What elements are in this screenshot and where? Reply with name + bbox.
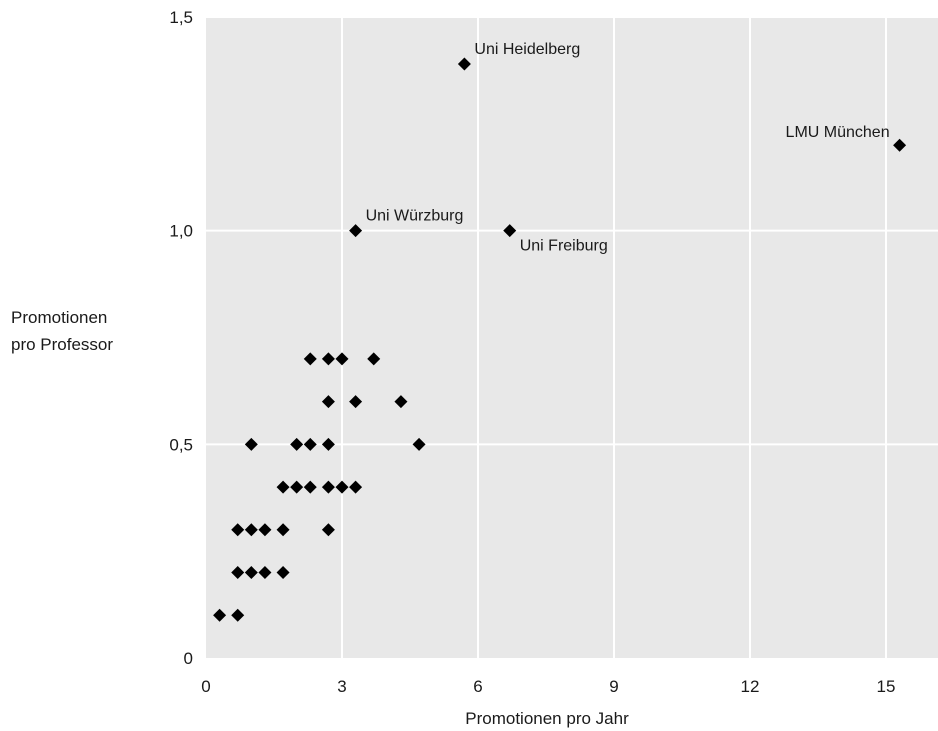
y-axis-title-line-1: Promotionen [11,308,107,327]
y-tick-label: 0,5 [169,435,193,454]
data-point [394,395,408,409]
data-point [893,138,907,152]
data-point [367,352,381,366]
data-point [258,523,272,537]
data-point [231,566,245,580]
data-point [303,480,317,494]
y-tick-label: 0 [184,649,193,668]
y-tick-label: 1,5 [169,8,193,27]
x-tick-label: 0 [201,677,210,696]
data-point [321,352,335,366]
data-point [321,480,335,494]
plot-background [206,17,938,658]
x-tick-label: 9 [609,677,618,696]
data-point [349,224,363,238]
data-point [290,437,304,451]
data-point [335,480,349,494]
data-point [303,352,317,366]
data-point [349,480,363,494]
data-points [213,57,907,622]
data-point [303,437,317,451]
x-axis-ticks: 0 3 6 9 12 15 [201,677,895,696]
y-tick-label: 1,0 [169,222,193,241]
data-point [321,437,335,451]
x-tick-label: 15 [877,677,896,696]
data-point [335,352,349,366]
data-point [457,57,471,71]
data-point [503,224,517,238]
point-labels: Uni Würzburg Uni Freiburg Uni Heidelberg LM… [366,41,890,255]
data-point-label: LMU München [786,124,890,141]
x-tick-label: 3 [337,677,346,696]
x-tick-label: 6 [473,677,482,696]
data-point [244,437,258,451]
data-point [321,395,335,409]
data-point [213,608,227,622]
data-point [276,566,290,580]
data-point-label: Uni Heidelberg [474,41,580,58]
data-point [231,523,245,537]
y-axis-ticks: 0 0,5 1,0 1,5 [169,8,193,668]
data-point-label: Uni Würzburg [366,208,464,225]
x-tick-label: 12 [741,677,760,696]
data-point [244,523,258,537]
x-axis-title: Promotionen pro Jahr [465,709,629,728]
data-point [276,480,290,494]
y-axis-title-line-2: pro Professor [11,335,113,354]
data-point [321,523,335,537]
data-point [276,523,290,537]
data-point-label: Uni Freiburg [520,238,608,255]
data-point [244,566,258,580]
data-point [412,437,426,451]
data-point [231,608,245,622]
data-point [349,395,363,409]
data-point [290,480,304,494]
data-point [258,566,272,580]
